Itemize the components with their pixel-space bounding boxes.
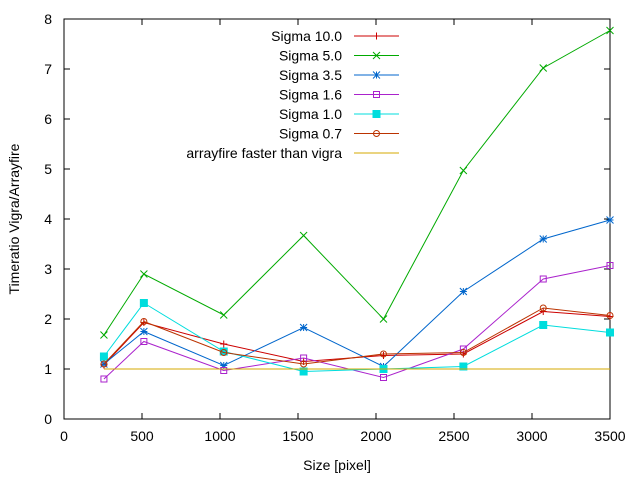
data-point: [539, 321, 548, 329]
x-tick-label: 2000: [360, 428, 391, 444]
data-point: [300, 360, 308, 368]
legend-item: Sigma 3.5: [279, 67, 399, 83]
x-tick-label: 3000: [516, 428, 547, 444]
legend-swatch-marker: [372, 51, 381, 60]
legend-item: Sigma 0.7: [279, 126, 399, 142]
data-point: [299, 367, 308, 376]
series-sigma-3-5: [100, 216, 614, 371]
x-tick-label: 1000: [204, 428, 235, 444]
y-tick-label: 7: [44, 61, 52, 77]
y-tick-label: 5: [44, 161, 52, 177]
data-point: [140, 338, 148, 345]
legend-item: Sigma 10.0: [271, 28, 399, 44]
legend-label: Sigma 3.5: [279, 67, 342, 83]
data-point: [140, 270, 148, 278]
data-point: [100, 375, 108, 383]
legend-label: arrayfire faster than vigra: [186, 145, 342, 161]
data-point: [606, 26, 614, 35]
data-point: [459, 362, 468, 371]
data-point: [459, 166, 468, 175]
x-tick-label: 2500: [438, 428, 469, 444]
legend-item: Sigma 1.6: [279, 87, 399, 103]
data-point: [379, 350, 387, 358]
legend-label: Sigma 10.0: [271, 28, 342, 44]
series-sigma-10-0: [100, 308, 614, 369]
data-point: [100, 331, 108, 339]
legend-swatch-marker: [373, 32, 380, 40]
data-point: [219, 311, 228, 319]
legend: Sigma 10.0 Sigma 5.0 Sigma 3.5 Sigma 1.6 Sig…: [186, 28, 399, 161]
data-point: [539, 64, 548, 72]
legend-item: Sigma 5.0: [279, 48, 399, 64]
y-tick-label: 4: [44, 211, 52, 227]
series-sigma-5-0: [100, 26, 614, 339]
legend-swatch-marker: [373, 91, 380, 98]
y-tick-label: 0: [44, 411, 52, 427]
data-point: [379, 374, 387, 381]
data-point: [140, 318, 148, 325]
x-tick-label: 0: [60, 428, 68, 444]
series-line: [103, 265, 611, 380]
axes-group: 0 500 1000 1500 2000 2500 3000 3500 0 1 2 3 4 5 6 7 8: [44, 11, 626, 444]
data-point: [220, 349, 228, 356]
legend-label: Sigma 0.7: [279, 126, 342, 142]
series-sigma-0-7: [100, 304, 614, 368]
data-point: [99, 352, 108, 361]
y-tick-label: 6: [44, 111, 52, 127]
series-line: [103, 302, 611, 373]
legend-item: arrayfire faster than vigra: [186, 145, 399, 161]
y-tick-label: 3: [44, 261, 52, 277]
legend-label: Sigma 1.0: [279, 106, 342, 122]
series-sigma-1-6: [100, 262, 614, 383]
data-point: [539, 304, 547, 312]
data-point: [539, 275, 547, 283]
y-axis-label: Timeratio Vigra/Arrayfire: [6, 143, 22, 294]
data-point: [606, 312, 614, 319]
legend-swatch-marker: [373, 130, 380, 137]
series-line: [103, 219, 611, 368]
data-point: [299, 323, 308, 332]
series-group: [99, 26, 614, 383]
x-tick-label: 500: [130, 428, 154, 444]
data-point: [220, 367, 228, 374]
x-tick-label: 3500: [594, 428, 625, 444]
data-point: [220, 340, 228, 348]
data-point: [606, 262, 614, 269]
x-axis-label: Size [pixel]: [303, 457, 371, 473]
data-point: [379, 315, 388, 323]
data-point: [459, 287, 468, 296]
legend-label: Sigma 5.0: [279, 48, 342, 64]
data-point: [606, 216, 614, 224]
series-line: [103, 307, 611, 365]
legend-label: Sigma 1.6: [279, 87, 342, 103]
data-point: [139, 299, 148, 307]
legend-swatch-marker: [372, 110, 381, 118]
data-point: [140, 327, 148, 336]
y-tick-label: 1: [44, 361, 52, 377]
y-tick-label: 8: [44, 11, 52, 27]
data-point: [606, 328, 614, 337]
series-sigma-1-0: [99, 299, 614, 376]
legend-swatch-marker: [372, 71, 381, 79]
x-tick-label: 1500: [282, 428, 313, 444]
data-point: [539, 235, 548, 243]
series-line: [103, 30, 611, 336]
data-point: [100, 360, 108, 368]
y-tick-label: 2: [44, 311, 52, 327]
data-point: [299, 231, 308, 240]
data-point: [459, 349, 467, 356]
legend-item: Sigma 1.0: [279, 106, 399, 122]
